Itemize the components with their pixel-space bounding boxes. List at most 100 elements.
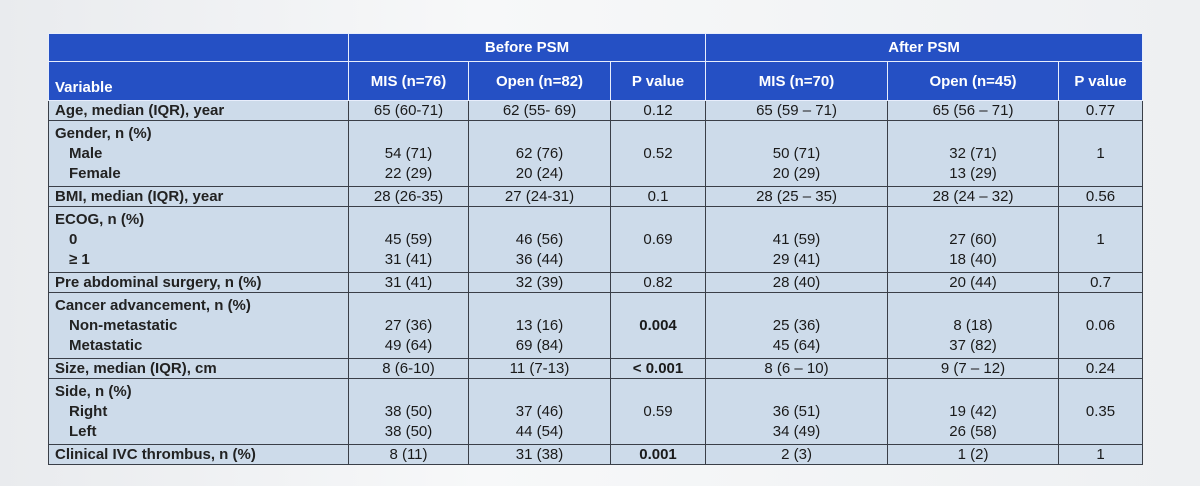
variable-label: Clinical IVC thrombus, n (%) bbox=[55, 446, 256, 463]
cell-text: 32 (39) bbox=[515, 274, 564, 291]
table-cell: 0.12 bbox=[609, 100, 707, 121]
sub-label: ≥ 1 bbox=[69, 250, 90, 268]
cell-text: 28 (26-35) bbox=[373, 188, 444, 205]
group-header-row: Before PSM After PSM bbox=[48, 33, 1144, 62]
row-label: ECOG, n (%) 0 ≥ 1 bbox=[48, 206, 349, 273]
table-cell: 0.24 bbox=[1058, 358, 1144, 379]
cell-text: 0.69 bbox=[643, 230, 673, 248]
table-cell: 28 (24 – 32) bbox=[887, 186, 1060, 207]
cell-line: 19 (42) bbox=[949, 403, 997, 420]
cell-text: 65 (56 – 71) bbox=[932, 102, 1014, 119]
table-cell: < 0.001 bbox=[609, 358, 707, 379]
table-cell: 0.59 bbox=[609, 378, 707, 445]
table-cell: 1 bbox=[1058, 444, 1144, 465]
cell-line: 22 (29) bbox=[384, 165, 433, 182]
cell-text: 0.77 bbox=[1085, 102, 1116, 119]
cell-text: 9 (7 – 12) bbox=[940, 360, 1006, 377]
table-cell: 32 (39) bbox=[468, 272, 611, 293]
table-cell: 65 (60-71) bbox=[348, 100, 469, 121]
table-cell: 20 (44) bbox=[887, 272, 1060, 293]
variable-label: Side, n (%) bbox=[55, 382, 132, 400]
table-cell: 1 (2) bbox=[887, 444, 1060, 465]
table-row: Side, n (%) Right Left 38 (50) 38 (50) 37 (46… bbox=[48, 378, 1144, 445]
cell-line: 25 (36) bbox=[772, 317, 821, 334]
results-table: Before PSM After PSM Variable MIS (n=76) Ope… bbox=[48, 33, 1144, 465]
sub-label: Male bbox=[69, 144, 103, 162]
slide-table: Before PSM After PSM Variable MIS (n=76) Ope… bbox=[48, 33, 1144, 465]
cell-text: 27 (24-31) bbox=[504, 188, 575, 205]
cell-text: 0.004 bbox=[639, 316, 677, 334]
table-row: Gender, n (%) Male Female 54 (71) 22 (29) 62 … bbox=[48, 120, 1144, 187]
table-row: BMI, median (IQR), year 28 (26-35) 27 (24-… bbox=[48, 186, 1144, 207]
row-label: Pre abdominal surgery, n (%) bbox=[48, 272, 349, 293]
cell-line: 13 (16) bbox=[515, 317, 564, 334]
table-cell: 25 (36) 45 (64) bbox=[705, 292, 889, 359]
group-header: Before PSM bbox=[347, 33, 707, 62]
cell-text: 65 (60-71) bbox=[373, 102, 444, 119]
variable-label: Cancer advancement, n (%) bbox=[55, 296, 251, 314]
table-cell: 50 (71) 20 (29) bbox=[705, 120, 889, 187]
cell-line: 44 (54) bbox=[515, 423, 564, 440]
table-cell: 8 (6 – 10) bbox=[705, 358, 889, 379]
sub-label: Metastatic bbox=[69, 336, 143, 354]
table-cell: 32 (71) 13 (29) bbox=[887, 120, 1060, 187]
cell-text: 0.06 bbox=[1085, 316, 1116, 334]
cell-line: 27 (60) bbox=[949, 231, 997, 248]
cell-text: 1 bbox=[1096, 144, 1105, 162]
table-cell: 45 (59) 31 (41) bbox=[348, 206, 469, 273]
table-cell: 8 (18) 37 (82) bbox=[887, 292, 1060, 359]
row-label: Size, median (IQR), cm bbox=[48, 358, 349, 379]
cell-line: 36 (44) bbox=[515, 251, 564, 268]
table-cell: 11 (7-13) bbox=[468, 358, 611, 379]
table-cell: 2 (3) bbox=[705, 444, 889, 465]
table-cell: 41 (59) 29 (41) bbox=[705, 206, 889, 273]
cell-line: 26 (58) bbox=[949, 423, 997, 440]
cell-text: 0.12 bbox=[643, 102, 673, 119]
cell-line: 20 (29) bbox=[772, 165, 821, 182]
cell-text: 28 (24 – 32) bbox=[932, 188, 1014, 205]
cell-text: 1 bbox=[1096, 446, 1105, 463]
table-row: ECOG, n (%) 0 ≥ 1 45 (59) 31 (41) 46 (56) 36 (… bbox=[48, 206, 1144, 273]
cell-line: 62 (76) bbox=[515, 145, 564, 162]
table-cell: 13 (16) 69 (84) bbox=[468, 292, 611, 359]
cell-text: 28 (25 – 35) bbox=[756, 188, 837, 205]
cell-text: 0.7 bbox=[1090, 274, 1111, 291]
table-cell: 19 (42) 26 (58) bbox=[887, 378, 1060, 445]
table-cell: 28 (26-35) bbox=[348, 186, 469, 207]
column-header-row: Variable MIS (n=76) Open (n=82) P value MIS … bbox=[48, 61, 1144, 101]
table-cell: 62 (55- 69) bbox=[468, 100, 611, 121]
cell-line: 45 (64) bbox=[772, 337, 821, 354]
table-row: Clinical IVC thrombus, n (%) 8 (11) 31 (38… bbox=[48, 444, 1144, 465]
cell-line: 32 (71) bbox=[949, 145, 997, 162]
cell-text: 0.001 bbox=[639, 446, 677, 463]
table-row: Age, median (IQR), year 65 (60-71) 62 (55-… bbox=[48, 100, 1144, 121]
table-cell: 8 (6-10) bbox=[348, 358, 469, 379]
variable-label: BMI, median (IQR), year bbox=[55, 188, 224, 205]
cell-line: 31 (41) bbox=[384, 251, 433, 268]
cell-text: 0.35 bbox=[1085, 402, 1116, 420]
table-cell: 28 (25 – 35) bbox=[705, 186, 889, 207]
column-header: P value bbox=[1058, 61, 1144, 101]
row-label: Gender, n (%) Male Female bbox=[48, 120, 349, 187]
table-cell: 31 (41) bbox=[348, 272, 469, 293]
table-cell: 62 (76) 20 (24) bbox=[468, 120, 611, 187]
table-cell: 27 (24-31) bbox=[468, 186, 611, 207]
header-blank bbox=[48, 33, 349, 62]
variable-label: Age, median (IQR), year bbox=[55, 102, 225, 119]
row-label: Side, n (%) Right Left bbox=[48, 378, 349, 445]
cell-line: 50 (71) bbox=[772, 145, 821, 162]
sub-label: Female bbox=[69, 164, 121, 182]
cell-text: 0.82 bbox=[643, 274, 673, 291]
table-cell: 31 (38) bbox=[468, 444, 611, 465]
cell-line: 38 (50) bbox=[384, 423, 433, 440]
table-cell: 0.1 bbox=[609, 186, 707, 207]
cell-line: 38 (50) bbox=[384, 403, 433, 420]
cell-line: 27 (36) bbox=[384, 317, 433, 334]
cell-line: 36 (51) bbox=[772, 403, 821, 420]
cell-text: 31 (38) bbox=[515, 446, 564, 463]
column-header: Variable bbox=[48, 61, 349, 101]
cell-text: 28 (40) bbox=[772, 274, 821, 291]
sub-label: Right bbox=[69, 402, 108, 420]
cell-line: 41 (59) bbox=[772, 231, 821, 248]
table-cell: 0.52 bbox=[609, 120, 707, 187]
